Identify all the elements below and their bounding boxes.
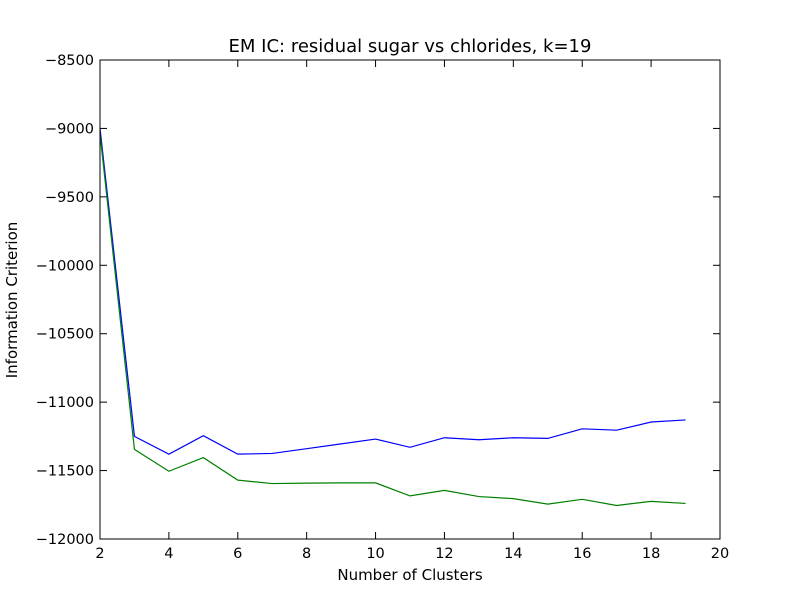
plot-frame [99,59,721,540]
x-tick-label: 10 [366,546,384,562]
y-tick-label: −12000 [36,532,94,548]
x-tick-label: 8 [302,546,311,562]
y-tick-label: −9000 [45,121,94,137]
x-tick-label: 2 [95,546,104,562]
series-line-1 [99,128,686,455]
series-line-2 [99,133,686,507]
x-tick-label: 16 [573,546,591,562]
x-tick-label: 14 [504,546,522,562]
y-tick-label: −9500 [45,190,94,206]
x-ticks: 2 4 6 8 10 12 14 16 18 20 [95,60,729,562]
y-tick-label: −10000 [36,258,94,274]
y-axis-label: Information Criterion [3,222,21,379]
x-tick-label: 4 [164,546,173,562]
x-tick-label: 12 [435,546,453,562]
y-tick-label: −11500 [36,464,94,480]
y-tick-label: −11000 [36,395,94,411]
x-tick-label: 20 [711,546,729,562]
chart-title: EM IC: residual sugar vs chlorides, k=19 [229,36,592,57]
y-ticks: −8500 −9000 −9500 −10000 −10500 −11000 −11500 −… [36,53,720,548]
y-tick-label: −8500 [45,53,94,69]
x-tick-label: 18 [642,546,660,562]
series-layer [99,128,686,507]
x-tick-label: 6 [233,546,242,562]
x-axis-label: Number of Clusters [337,566,482,584]
y-tick-label: −10500 [36,327,94,343]
